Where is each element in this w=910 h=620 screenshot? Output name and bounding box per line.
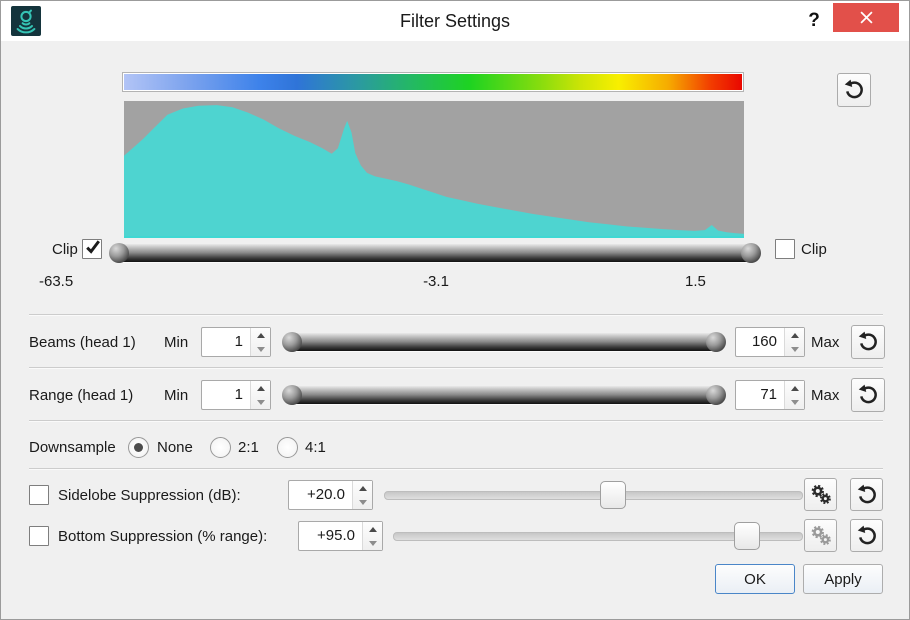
divider bbox=[29, 420, 883, 421]
spin-down-button[interactable] bbox=[353, 495, 372, 509]
reset-icon bbox=[858, 331, 877, 351]
spin-up-button[interactable] bbox=[363, 522, 382, 536]
divider bbox=[29, 468, 883, 469]
colorbar-gradient bbox=[124, 74, 742, 90]
clip-left-label: Clip bbox=[52, 241, 78, 258]
sidelobe-slider-handle[interactable] bbox=[600, 481, 627, 509]
beams-min-value[interactable]: 1 bbox=[234, 333, 243, 350]
clip-slider-min-handle[interactable] bbox=[109, 243, 129, 263]
clip-left-checkbox[interactable] bbox=[82, 239, 102, 259]
spin-up-button[interactable] bbox=[251, 328, 270, 342]
sidelobe-value[interactable]: +20.0 bbox=[307, 486, 345, 503]
reset-sidelobe-button[interactable] bbox=[850, 478, 883, 511]
clip-range-slider[interactable] bbox=[109, 243, 761, 263]
divider bbox=[29, 314, 883, 315]
range-max-spinner[interactable]: 71 bbox=[735, 380, 805, 410]
sidelobe-checkbox[interactable] bbox=[29, 485, 49, 505]
spin-down-button[interactable] bbox=[785, 342, 804, 356]
spin-up-button[interactable] bbox=[251, 381, 270, 395]
spin-up-button[interactable] bbox=[353, 481, 372, 495]
bottom-value[interactable]: +95.0 bbox=[317, 527, 355, 544]
spin-up-button[interactable] bbox=[785, 381, 804, 395]
beams-max-spinner[interactable]: 160 bbox=[735, 327, 805, 357]
downsample-label: Downsample bbox=[29, 439, 116, 456]
reset-bottom-button[interactable] bbox=[850, 519, 883, 552]
check-icon bbox=[84, 238, 102, 261]
help-button[interactable]: ? bbox=[808, 10, 820, 31]
range-slider-min-handle[interactable] bbox=[282, 385, 302, 405]
histogram-shape bbox=[124, 105, 744, 238]
range-range-slider[interactable] bbox=[282, 385, 726, 405]
radio-dot bbox=[134, 443, 143, 452]
close-button[interactable] bbox=[833, 3, 899, 32]
sidelobe-settings-button[interactable] bbox=[804, 478, 837, 511]
app-sonar-icon bbox=[11, 6, 41, 36]
bottom-label: Bottom Suppression (% range): bbox=[58, 528, 268, 545]
beams-min-label: Min bbox=[164, 334, 189, 351]
bottom-slider-handle[interactable] bbox=[733, 522, 760, 550]
spin-down-button[interactable] bbox=[251, 342, 270, 356]
range-label: Range (head 1) bbox=[29, 387, 134, 404]
spin-down-button[interactable] bbox=[363, 536, 382, 550]
reset-icon bbox=[857, 525, 876, 544]
spin-up-button[interactable] bbox=[785, 328, 804, 342]
range-min-value[interactable]: 1 bbox=[234, 386, 243, 403]
beams-slider-min-handle[interactable] bbox=[282, 332, 302, 352]
reset-beams-button[interactable] bbox=[851, 325, 885, 359]
downsample-radio-4-1[interactable] bbox=[277, 437, 298, 458]
range-min-label: Min bbox=[164, 387, 189, 404]
page-title: Filter Settings bbox=[399, 11, 511, 31]
reset-icon bbox=[858, 384, 877, 404]
clip-mid-value: -3.1 bbox=[423, 273, 449, 290]
reset-range-button[interactable] bbox=[851, 378, 885, 412]
sidelobe-slider[interactable] bbox=[384, 481, 803, 509]
downsample-radio-none[interactable] bbox=[128, 437, 149, 458]
divider bbox=[29, 367, 883, 368]
beams-label: Beams (head 1) bbox=[29, 334, 136, 351]
reset-icon bbox=[844, 79, 863, 99]
spin-down-button[interactable] bbox=[251, 395, 270, 409]
range-max-label: Max bbox=[811, 387, 840, 404]
colormap-bar bbox=[122, 72, 744, 92]
sidelobe-label: Sidelobe Suppression (dB): bbox=[58, 487, 241, 504]
range-slider-max-handle[interactable] bbox=[706, 385, 726, 405]
histogram-plot[interactable] bbox=[124, 101, 744, 238]
bottom-slider[interactable] bbox=[393, 522, 803, 550]
ok-button[interactable]: OK bbox=[715, 564, 795, 594]
beams-slider-max-handle[interactable] bbox=[706, 332, 726, 352]
reset-colormap-button[interactable] bbox=[837, 73, 871, 107]
apply-button[interactable]: Apply bbox=[803, 564, 883, 594]
reset-icon bbox=[857, 484, 876, 503]
clip-slider-max-handle[interactable] bbox=[741, 243, 761, 263]
downsample-option-4-1-label: 4:1 bbox=[305, 439, 326, 456]
clip-right-label: Clip bbox=[801, 241, 827, 258]
range-max-value[interactable]: 71 bbox=[760, 386, 777, 403]
bottom-spinner[interactable]: +95.0 bbox=[298, 521, 383, 551]
titlebar: Filter Settings ? bbox=[1, 1, 909, 41]
downsample-radio-2-1[interactable] bbox=[210, 437, 231, 458]
beams-range-slider[interactable] bbox=[282, 332, 726, 352]
beams-max-label: Max bbox=[811, 334, 840, 351]
close-icon bbox=[859, 11, 873, 24]
gears-icon bbox=[811, 525, 831, 545]
clip-min-value: -63.5 bbox=[39, 273, 74, 290]
downsample-option-none-label: None bbox=[157, 439, 193, 456]
bottom-checkbox[interactable] bbox=[29, 526, 49, 546]
range-min-spinner[interactable]: 1 bbox=[201, 380, 271, 410]
sidelobe-spinner[interactable]: +20.0 bbox=[288, 480, 373, 510]
downsample-option-2-1-label: 2:1 bbox=[238, 439, 259, 456]
histogram-baseline bbox=[124, 236, 744, 238]
clip-max-value: 1.5 bbox=[685, 273, 706, 290]
beams-max-value[interactable]: 160 bbox=[751, 333, 777, 350]
gears-icon bbox=[811, 484, 831, 504]
clip-right-checkbox[interactable] bbox=[775, 239, 795, 259]
beams-min-spinner[interactable]: 1 bbox=[201, 327, 271, 357]
spin-down-button[interactable] bbox=[785, 395, 804, 409]
bottom-settings-button[interactable] bbox=[804, 519, 837, 552]
